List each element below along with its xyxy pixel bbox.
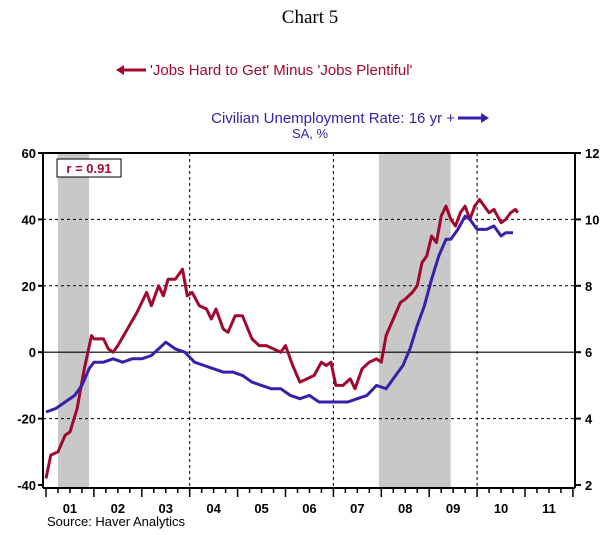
- x-tick-label: 01: [63, 501, 77, 516]
- legend-red: 'Jobs Hard to Get' Minus 'Jobs Plentiful…: [116, 62, 413, 79]
- arrow-right-icon: [481, 113, 489, 123]
- right-tick-label: 8: [585, 279, 592, 294]
- x-tick-label: 08: [398, 501, 412, 516]
- x-tick-label: 09: [446, 501, 460, 516]
- x-tick-label: 02: [111, 501, 125, 516]
- left-tick-label: -40: [17, 478, 36, 493]
- legend-blue-label: Civilian Unemployment Rate: 16 yr +: [211, 110, 455, 127]
- x-tick-label: 04: [206, 501, 221, 516]
- left-tick-label: 40: [22, 212, 36, 227]
- chart-title: Chart 5: [282, 7, 338, 28]
- x-tick-label: 05: [254, 501, 268, 516]
- left-tick-label: 20: [22, 279, 36, 294]
- left-tick-label: -20: [17, 412, 36, 427]
- right-tick-label: 2: [585, 478, 592, 493]
- x-tick-label: 11: [542, 501, 556, 516]
- x-tick-label: 10: [494, 501, 508, 516]
- recession-band: [378, 153, 451, 488]
- correlation-box: r = 0.91: [56, 158, 122, 178]
- right-tick-label: 10: [585, 212, 599, 227]
- legend-blue-sub: SA, %: [292, 126, 329, 141]
- x-tick-label: 06: [302, 501, 316, 516]
- right-tick-label: 12: [585, 146, 599, 161]
- recession-band: [57, 153, 90, 488]
- legend-blue: Civilian Unemployment Rate: 16 yr + SA, …: [211, 110, 489, 141]
- x-tick-label: 03: [159, 501, 173, 516]
- legend-red-label: 'Jobs Hard to Get' Minus 'Jobs Plentiful…: [150, 62, 413, 79]
- right-tick-label: 6: [585, 345, 592, 360]
- left-tick-label: 60: [22, 146, 36, 161]
- series-unemployment-rate: [45, 214, 513, 414]
- arrow-left-icon: [116, 65, 124, 75]
- left-tick-label: 0: [29, 345, 36, 360]
- right-tick-label: 4: [585, 412, 593, 427]
- correlation-label: r = 0.91: [66, 161, 111, 176]
- series-jobs-hard-minus-plentiful: [44, 198, 520, 479]
- x-tick-label: 07: [350, 501, 364, 516]
- source-note: Source: Haver Analytics: [47, 514, 186, 529]
